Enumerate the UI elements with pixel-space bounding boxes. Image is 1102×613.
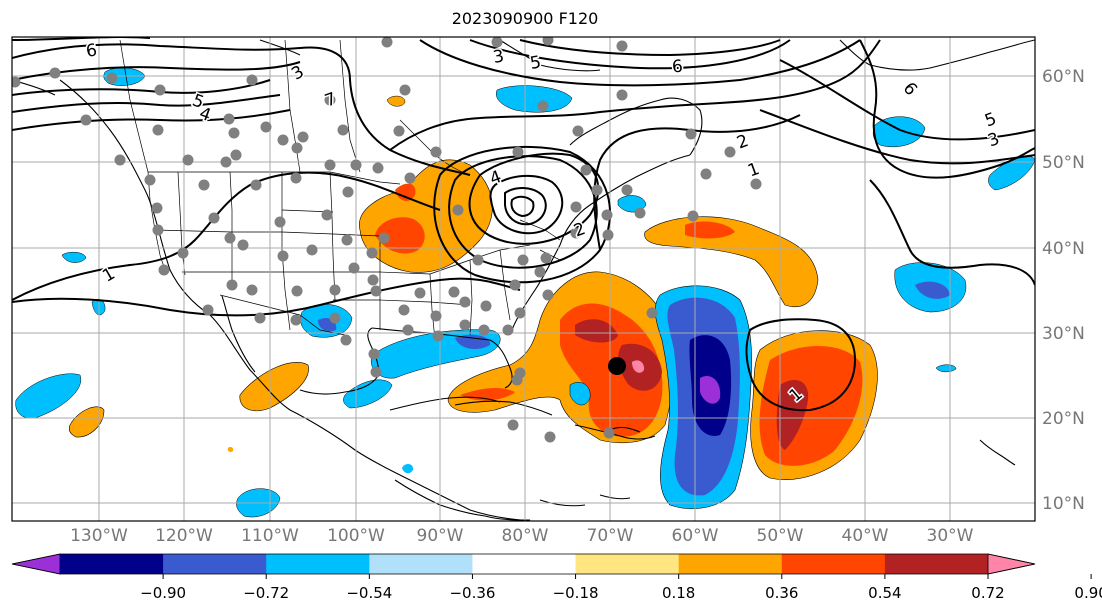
lon-label-50w: 50°W [756,526,804,546]
colorbar-tick-label: −0.54 [346,584,393,602]
colorbar-tick-label: −0.18 [552,584,599,602]
lat-label-30n: 30°N [1042,324,1085,344]
lat-label-40n: 40°N [1042,239,1085,259]
colorbar-tick-label: 0.90 [1074,584,1102,602]
colorbar-tick-label: 0.54 [868,584,902,602]
positive-anomaly-atlantic-west [447,271,675,444]
contour-label: 6 [671,57,684,78]
contour-label: 6 [85,40,99,62]
positive-anomaly-newfoundland [644,216,819,308]
colorbar-segment [781,554,886,574]
political-borders [119,39,561,341]
lon-label-80w: 80°W [501,526,549,546]
colorbar-segment [163,554,267,574]
colorbar-extend-high [987,553,1036,575]
negative-anomaly-blobs [15,67,1035,518]
colorbar-segment [678,554,783,574]
colorbar-segment [60,554,164,574]
contour-label: 4 [487,167,504,189]
colorbar-tick-label: 0.18 [661,584,696,602]
lon-label-130w: 130°W [70,526,128,546]
positive-anomaly-baja [239,362,309,412]
colorbar [11,553,1092,579]
contour-label: 3 [985,129,1002,151]
contour-label: 7 [322,89,339,111]
colorbar-outline [11,553,1036,575]
lon-label-40w: 40°W [841,526,889,546]
colorbar-segment [884,554,989,574]
contour-label: 6 [899,79,921,100]
contour-label: 3 [288,62,307,85]
lon-label-30w: 30°W [926,526,974,546]
lon-label-120w: 120°W [155,526,213,546]
colorbar-segment [575,554,680,574]
map-title: 2023090900 F120 [451,9,599,28]
positive-anomaly-pacific [68,406,105,438]
lon-label-70w: 70°W [586,526,634,546]
colorbar-tick-label: −0.72 [243,584,290,602]
lat-label-10n: 10°N [1042,494,1085,514]
contour-label: 2 [734,131,751,153]
lon-label-100w: 100°W [327,526,385,546]
lat-label-20n: 20°N [1042,409,1085,429]
colorbar-tick-label: −0.36 [449,584,496,602]
map-frame [11,36,1036,522]
positive-anomaly-midwest [359,159,493,273]
colorbar-segment [472,554,577,574]
colorbar-tick-label: 0.36 [765,584,799,602]
colorbar-segment [266,554,370,574]
contour-label: 5 [529,52,543,74]
lon-label-110w: 110°W [241,526,299,546]
lon-label-60w: 60°W [671,526,719,546]
positive-anomaly-atlantic-east [750,330,878,480]
contour-label: 3 [492,46,506,68]
storm-center-marker [608,357,626,375]
colorbar-extend-low [11,553,61,575]
lat-label-60n: 60°N [1042,67,1085,87]
lat-label-50n: 50°N [1042,153,1085,173]
positive-anomaly-ontario [386,95,406,107]
station-markers [12,37,762,443]
lon-label-90w: 90°W [416,526,464,546]
colorbar-tick-label: 0.72 [971,584,1005,602]
contour-label: 5 [982,109,999,131]
negative-anomaly-atlantic [654,285,752,509]
colorbar-segment [369,554,473,574]
colorbar-tick-label: −0.90 [140,584,187,602]
coastlines [12,39,1035,521]
